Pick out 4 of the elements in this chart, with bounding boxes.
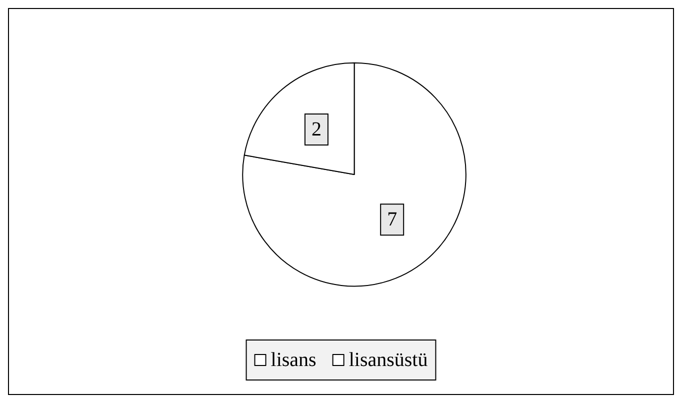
- legend-label: lisansüstü: [348, 349, 428, 371]
- data-label: 7: [387, 208, 398, 231]
- legend-label: lisans: [270, 349, 317, 371]
- data-label: 2: [311, 118, 322, 140]
